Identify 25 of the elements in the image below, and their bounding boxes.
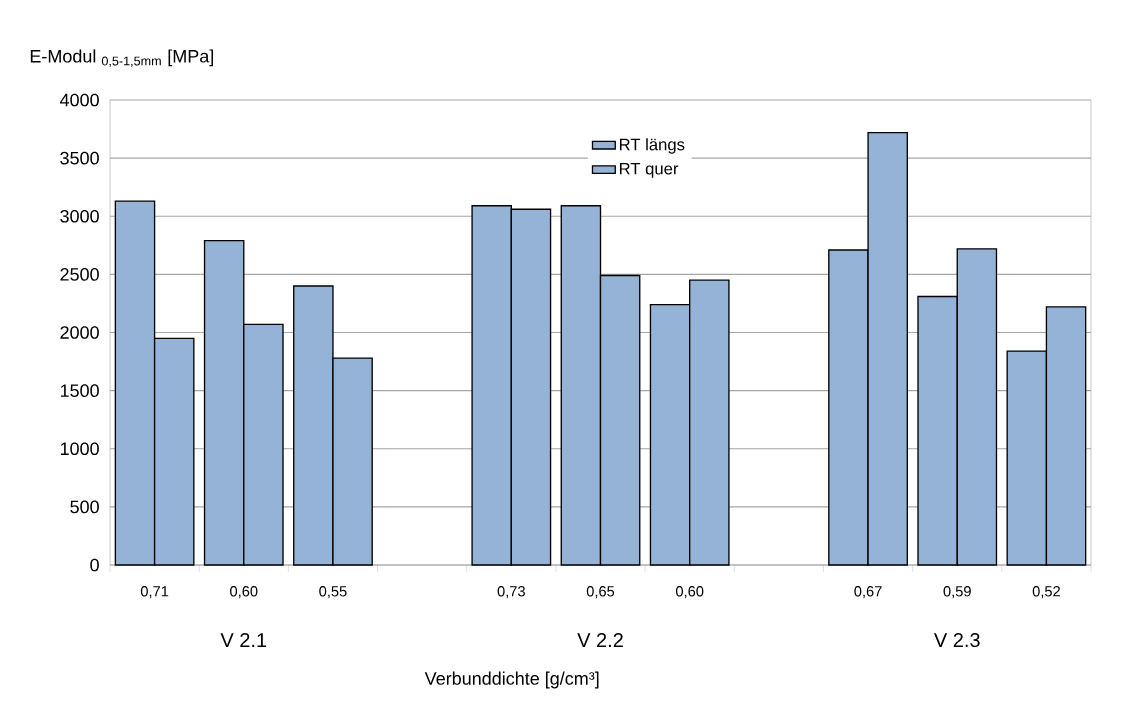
x-tick-label: 0,59 [943, 586, 971, 599]
legend-label: RT quer [619, 162, 679, 178]
y-tick-label: 2000 [60, 326, 99, 339]
x-tick-label: 0,67 [854, 586, 882, 599]
y-tick-label: 0 [90, 558, 99, 572]
x-tick-label: 0,60 [675, 586, 704, 599]
y-tick-label: 4000 [59, 93, 99, 107]
x-tick-label: 0,52 [1032, 586, 1060, 599]
text: V 2.3 [933, 632, 980, 648]
x-axis-title: Verbunddichte [g/cm³] [424, 671, 599, 689]
legend-label: RT längs [619, 138, 685, 154]
x-tick-label: 0,55 [319, 586, 347, 599]
y-tick-label: 3500 [60, 151, 99, 165]
y-tick-label: 2500 [60, 268, 99, 281]
text: V 2.1 [220, 633, 267, 647]
x-tick-label: 0,73 [497, 586, 525, 599]
y-tick-label: 1000 [60, 442, 99, 456]
y-tick-label: 500 [70, 500, 99, 514]
y-tick-label: 1500 [60, 384, 99, 397]
text: V 2.2 [577, 633, 623, 647]
y-axis-title: E-Modul $_{0,5-1,5mm}$ [MPa] [30, 49, 214, 67]
x-tick-label: 0,65 [586, 586, 615, 599]
x-tick-label: 0,60 [230, 586, 258, 599]
x-tick-label: 0,71 [140, 586, 169, 599]
y-tick-label: 3000 [60, 209, 99, 223]
